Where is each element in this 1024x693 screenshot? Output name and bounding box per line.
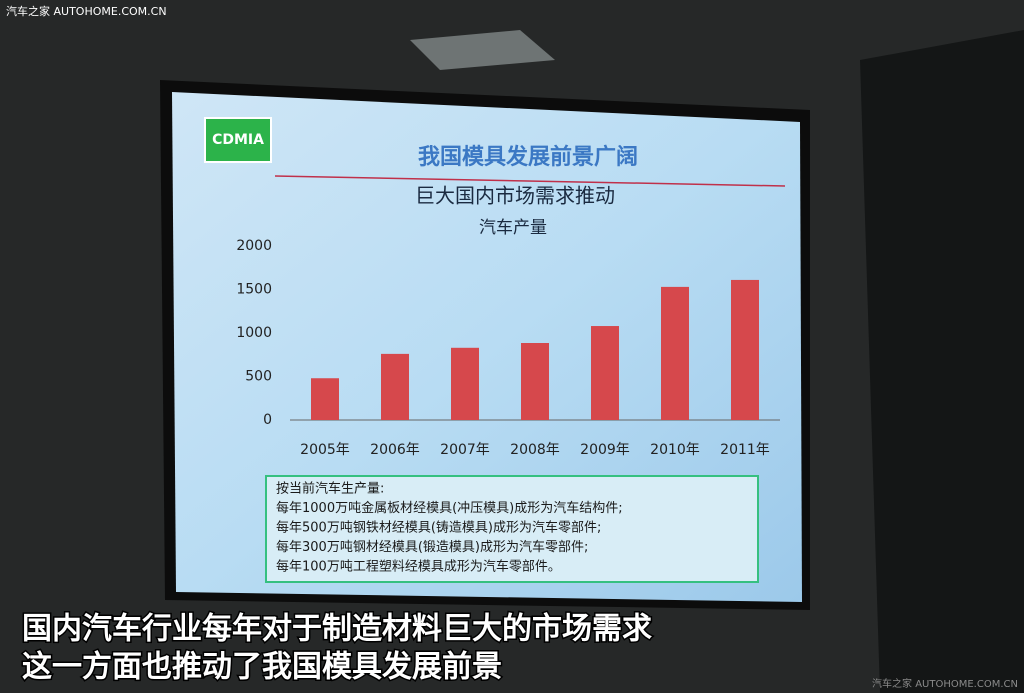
screen [172, 92, 802, 602]
y-tick-label: 2000 [236, 238, 272, 254]
note-line: 每年100万吨工程塑料经模具成形为汽车零部件。 [276, 559, 561, 575]
watermark: 汽车之家 AUTOHOME.COM.CN [6, 4, 167, 18]
bar [731, 279, 759, 420]
slide-title: 我国模具发展前景广阔 [418, 144, 638, 170]
chart-title: 巨大国内市场需求推动 [415, 184, 615, 208]
note-line: 按当前汽车生产量: [276, 481, 384, 497]
bar [591, 326, 619, 420]
title-rule [274, 175, 786, 187]
bar [451, 347, 479, 420]
y-tick-label: 500 [245, 369, 272, 385]
logo: CDMIA [212, 132, 264, 148]
logo-box [204, 117, 272, 163]
bar [311, 378, 339, 420]
chart-subtitle: 汽车产量 [479, 218, 547, 238]
x-tick-label: 2009年 [580, 442, 630, 458]
note-line: 每年500万吨钢铁材经模具(铸造模具)成形为汽车零部件; [276, 520, 601, 536]
note-box [265, 475, 759, 583]
x-tick-label: 2008年 [510, 442, 560, 458]
watermark: 汽车之家 AUTOHOME.COM.CN [872, 677, 1018, 690]
y-tick-label: 0 [263, 412, 272, 428]
bar [521, 343, 549, 420]
y-tick-label: 1500 [236, 282, 272, 298]
plot: 0 500 1000 1500 2000 2005年 2006年 2007年 2008年 2009… [236, 238, 780, 458]
curtain [860, 30, 1024, 693]
caption: 这一方面也推动了我国模具发展前景 [22, 650, 502, 685]
x-tick-label: 2010年 [650, 442, 700, 458]
notes: 按当前汽车生产量: 每年1000万吨金属板材经模具(冲压模具)成形为汽车结构件; 每… [276, 481, 623, 575]
x-tick-label: 2007年 [440, 442, 490, 458]
bar [381, 353, 409, 420]
ceiling-light [410, 30, 555, 70]
bar [661, 286, 689, 420]
caption: 国内汽车行业每年对于制造材料巨大的市场需求 [22, 612, 652, 647]
note-line: 每年1000万吨金属板材经模具(冲压模具)成形为汽车结构件; [276, 500, 623, 516]
note-line: 每年300万吨钢材经模具(锻造模具)成形为汽车零部件; [276, 539, 588, 555]
y-tick-label: 1000 [236, 325, 272, 341]
x-tick-label: 2006年 [370, 442, 420, 458]
x-tick-label: 2005年 [300, 442, 350, 458]
x-tick-label: 2011年 [720, 442, 770, 458]
